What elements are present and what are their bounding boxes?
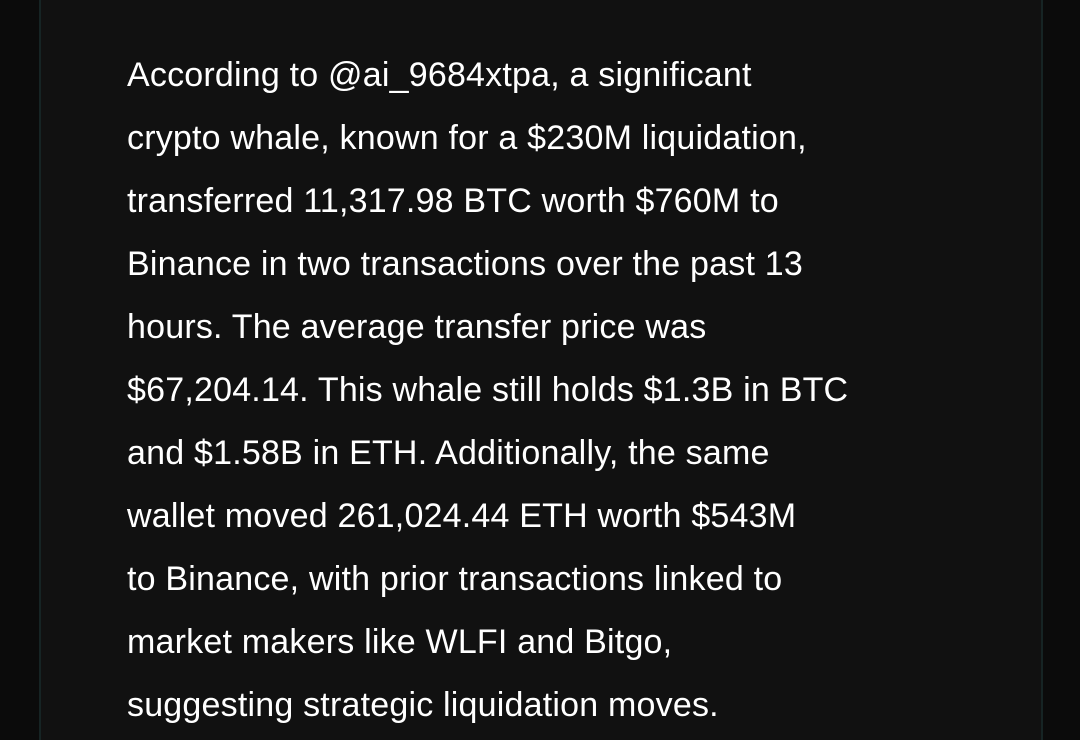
text-line: suggesting strategic liquidation moves.	[127, 686, 719, 724]
text-line: According to @ai_9684xtpa, a significant	[127, 56, 752, 94]
content-panel: According to @ai_9684xtpa, a significant…	[39, 0, 1043, 740]
text-line: hours. The average transfer price was	[127, 308, 707, 346]
text-line: $67,204.14. This whale still holds $1.3B…	[127, 371, 849, 409]
text-line: market makers like WLFI and Bitgo,	[127, 623, 673, 661]
article-text: According to @ai_9684xtpa, a significant…	[127, 44, 848, 737]
text-line: and $1.58B in ETH. Additionally, the sam…	[127, 434, 770, 472]
text-line: wallet moved 261,024.44 ETH worth $543M	[127, 497, 797, 535]
text-line: crypto whale, known for a $230M liquidat…	[127, 119, 807, 157]
text-line: Binance in two transactions over the pas…	[127, 245, 803, 283]
text-line: to Binance, with prior transactions link…	[127, 560, 783, 598]
text-line: transferred 11,317.98 BTC worth $760M to	[127, 182, 779, 220]
